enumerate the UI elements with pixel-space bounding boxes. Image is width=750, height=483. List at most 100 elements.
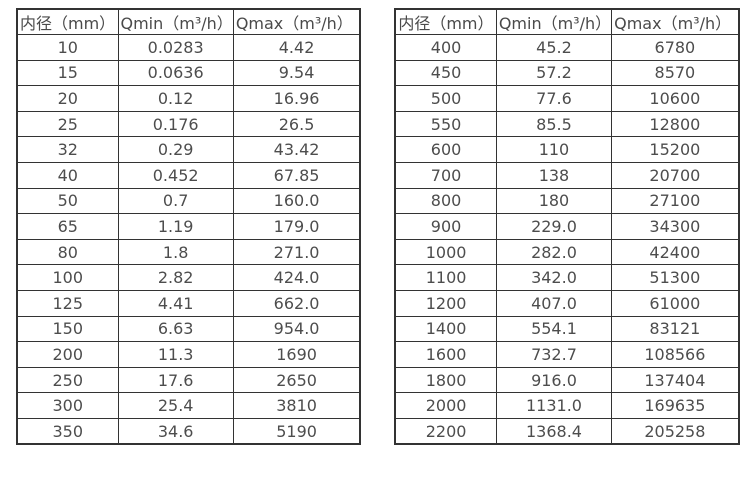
table-cell: 900 bbox=[394, 213, 497, 240]
table-cell: 0.0283 bbox=[117, 34, 234, 61]
table-cell: 67.85 bbox=[232, 162, 361, 189]
table-cell: 200 bbox=[16, 341, 119, 368]
table-cell: 0.12 bbox=[117, 85, 234, 112]
table-cell: 400 bbox=[394, 34, 497, 61]
table-cell: 6780 bbox=[611, 34, 740, 61]
column-header: Qmin（m³/h） bbox=[495, 8, 613, 36]
table-cell: 9.54 bbox=[232, 59, 361, 87]
table-cell: 125 bbox=[16, 290, 119, 317]
table-cell: 57.2 bbox=[495, 59, 613, 87]
header-row: 内径（mm） Qmin（m³/h） Qmax（m³/h） bbox=[394, 8, 740, 36]
table-row: 25 0.176 26.5 bbox=[16, 110, 361, 138]
table-row: 1600 732.7 108566 bbox=[394, 341, 740, 368]
table-cell: 10 bbox=[16, 34, 119, 61]
table-cell: 2.82 bbox=[117, 264, 234, 292]
table-row: 350 34.6 5190 bbox=[16, 418, 361, 445]
table-cell: 5190 bbox=[232, 418, 361, 445]
table-cell: 137404 bbox=[611, 366, 740, 394]
column-header: Qmax（m³/h） bbox=[232, 8, 361, 36]
table-cell: 160.0 bbox=[232, 187, 361, 215]
header-row: 内径（mm） Qmin（m³/h） Qmax（m³/h） bbox=[16, 8, 361, 36]
table-cell: 1368.4 bbox=[495, 418, 613, 445]
table-row: 1400 554.1 83121 bbox=[394, 315, 740, 343]
table-row: 100 2.82 424.0 bbox=[16, 264, 361, 292]
table-cell: 34.6 bbox=[117, 418, 234, 445]
table-cell: 282.0 bbox=[495, 238, 613, 266]
table-row: 150 6.63 954.0 bbox=[16, 315, 361, 343]
table-cell: 43.42 bbox=[232, 136, 361, 164]
table-cell: 6.63 bbox=[117, 315, 234, 343]
table-row: 32 0.29 43.42 bbox=[16, 136, 361, 164]
table-cell: 50 bbox=[16, 187, 119, 215]
table-cell: 26.5 bbox=[232, 110, 361, 138]
table-cell: 229.0 bbox=[495, 213, 613, 240]
table-cell: 1800 bbox=[394, 366, 497, 394]
table-cell: 180 bbox=[495, 187, 613, 215]
table-row: 400 45.2 6780 bbox=[394, 34, 740, 61]
table-cell: 110 bbox=[495, 136, 613, 164]
table-cell: 732.7 bbox=[495, 341, 613, 368]
table-row: 700 138 20700 bbox=[394, 162, 740, 189]
table-row: 65 1.19 179.0 bbox=[16, 213, 361, 240]
table-cell: 100 bbox=[16, 264, 119, 292]
table-cell: 25 bbox=[16, 110, 119, 138]
table-cell: 4.42 bbox=[232, 34, 361, 61]
table-cell: 1.19 bbox=[117, 213, 234, 240]
table-cell: 2200 bbox=[394, 418, 497, 445]
table-cell: 1.8 bbox=[117, 238, 234, 266]
table-cell: 51300 bbox=[611, 264, 740, 292]
table-cell: 1690 bbox=[232, 341, 361, 368]
table-row: 300 25.4 3810 bbox=[16, 392, 361, 419]
table-cell: 65 bbox=[16, 213, 119, 240]
table-row: 550 85.5 12800 bbox=[394, 110, 740, 138]
table-cell: 500 bbox=[394, 85, 497, 112]
table-row: 600 110 15200 bbox=[394, 136, 740, 164]
table-cell: 4.41 bbox=[117, 290, 234, 317]
table-cell: 20 bbox=[16, 85, 119, 112]
table-cell: 80 bbox=[16, 238, 119, 266]
table-cell: 1100 bbox=[394, 264, 497, 292]
table-cell: 34300 bbox=[611, 213, 740, 240]
table-cell: 45.2 bbox=[495, 34, 613, 61]
table-row: 450 57.2 8570 bbox=[394, 59, 740, 87]
flow-table-large-diameters: 内径（mm） Qmin（m³/h） Qmax（m³/h） 400 45.2 6780 450… bbox=[394, 8, 740, 446]
table-cell: 800 bbox=[394, 187, 497, 215]
table-cell: 11.3 bbox=[117, 341, 234, 368]
table-cell: 407.0 bbox=[495, 290, 613, 317]
table-cell: 83121 bbox=[611, 315, 740, 343]
table-row: 1200 407.0 61000 bbox=[394, 290, 740, 317]
table-row: 80 1.8 271.0 bbox=[16, 238, 361, 266]
column-header: 内径（mm） bbox=[16, 8, 119, 36]
table-cell: 20700 bbox=[611, 162, 740, 189]
table-cell: 15200 bbox=[611, 136, 740, 164]
table-cell: 1600 bbox=[394, 341, 497, 368]
table-cell: 1000 bbox=[394, 238, 497, 266]
table-cell: 10600 bbox=[611, 85, 740, 112]
table-cell: 15 bbox=[16, 59, 119, 87]
table-cell: 27100 bbox=[611, 187, 740, 215]
table-cell: 25.4 bbox=[117, 392, 234, 419]
column-header: Qmin（m³/h） bbox=[117, 8, 234, 36]
table-cell: 916.0 bbox=[495, 366, 613, 394]
table-cell: 77.6 bbox=[495, 85, 613, 112]
table-cell: 8570 bbox=[611, 59, 740, 87]
column-header: 内径（mm） bbox=[394, 8, 497, 36]
table-row: 2000 1131.0 169635 bbox=[394, 392, 740, 419]
table-cell: 271.0 bbox=[232, 238, 361, 266]
table-cell: 17.6 bbox=[117, 366, 234, 394]
table-row: 900 229.0 34300 bbox=[394, 213, 740, 240]
table-row: 200 11.3 1690 bbox=[16, 341, 361, 368]
table-cell: 150 bbox=[16, 315, 119, 343]
table-row: 20 0.12 16.96 bbox=[16, 85, 361, 112]
table-cell: 61000 bbox=[611, 290, 740, 317]
table-cell: 550 bbox=[394, 110, 497, 138]
table-cell: 108566 bbox=[611, 341, 740, 368]
table-cell: 0.0636 bbox=[117, 59, 234, 87]
table-cell: 350 bbox=[16, 418, 119, 445]
table-cell: 169635 bbox=[611, 392, 740, 419]
table-row: 1100 342.0 51300 bbox=[394, 264, 740, 292]
table-cell: 138 bbox=[495, 162, 613, 189]
table-cell: 16.96 bbox=[232, 85, 361, 112]
table-row: 125 4.41 662.0 bbox=[16, 290, 361, 317]
table-row: 2200 1368.4 205258 bbox=[394, 418, 740, 445]
